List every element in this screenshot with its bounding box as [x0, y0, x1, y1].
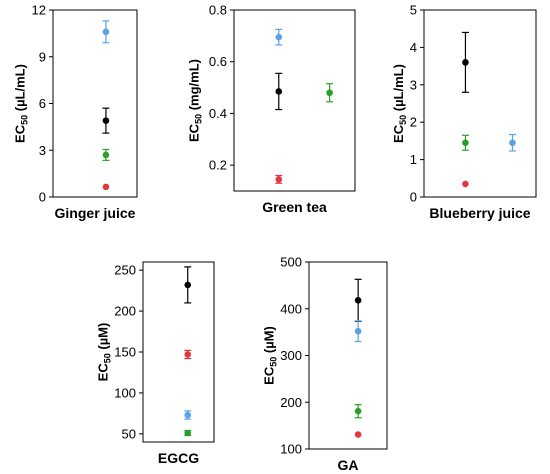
- data-point-green: [184, 429, 192, 437]
- y-tick-label: 100: [114, 385, 136, 400]
- y-axis-label-unit: (mg/mL): [186, 59, 201, 114]
- y-axis-label-unit: (µM): [95, 323, 110, 354]
- y-axis-label-main: EC: [391, 124, 406, 143]
- y-tick-label: 1: [410, 152, 417, 167]
- y-tick-label: 100: [280, 442, 302, 457]
- data-point-blue: [184, 411, 192, 419]
- y-tick-label: 0.2: [209, 158, 227, 173]
- data-point-green: [462, 139, 469, 147]
- y-tick-label: 0: [39, 190, 46, 205]
- y-tick-label: 6: [39, 96, 46, 111]
- y-axis-label: EC50 (µM): [95, 323, 112, 382]
- y-axis-label-sub: 50: [20, 115, 30, 125]
- data-point-black: [275, 88, 283, 95]
- plot-frame: [308, 261, 388, 450]
- y-axis-label-sub: 50: [193, 114, 203, 124]
- y-tick-label: 4: [410, 40, 417, 55]
- chart-panel: 0 1 2 3 4 5 EC50 (µL/mL) Blueberry juice: [391, 3, 537, 221]
- data-point-black: [184, 281, 192, 289]
- y-axis-label: EC50 (µL/mL): [391, 64, 408, 143]
- y-axis-label-main: EC: [186, 123, 201, 142]
- y-tick-label: 200: [114, 304, 136, 319]
- y-tick-label: 9: [39, 49, 46, 64]
- data-point-blue: [354, 327, 362, 335]
- data-point-green: [326, 89, 333, 97]
- panel-title: EGCG: [158, 450, 199, 466]
- panel-title: Ginger juice: [55, 205, 136, 221]
- y-axis-label-sub: 50: [102, 353, 112, 363]
- y-axis-label-main: EC: [261, 366, 276, 385]
- y-tick-label: 0.8: [209, 3, 227, 18]
- data-point-red: [354, 431, 362, 438]
- y-axis-label-unit: (µL/mL): [391, 64, 406, 115]
- data-point-black: [354, 297, 362, 304]
- y-axis-label: EC50 (mg/mL): [186, 59, 203, 142]
- chart-panel: 0.2 0.4 0.6 0.8 EC50 (mg/mL) Green tea: [186, 3, 356, 215]
- y-tick-label: 3: [39, 143, 46, 158]
- y-tick-label: 2: [410, 115, 417, 130]
- y-tick-label: 300: [280, 348, 302, 363]
- data-point-red: [275, 176, 283, 183]
- data-point-black: [102, 117, 110, 124]
- y-tick-label: 5: [410, 3, 417, 18]
- panel-title: GA: [338, 457, 359, 473]
- y-tick-label: 400: [280, 301, 302, 316]
- data-point-red: [462, 180, 469, 188]
- data-point-blue: [509, 139, 516, 147]
- y-tick-label: 3: [410, 77, 417, 92]
- panel-title: Green tea: [262, 199, 327, 215]
- data-point-blue: [102, 28, 110, 36]
- y-tick-label: 500: [280, 255, 302, 270]
- y-axis-label-main: EC: [13, 124, 28, 143]
- y-tick-label: 0.4: [209, 106, 227, 121]
- panel-title: Blueberry juice: [429, 205, 530, 221]
- y-tick-label: 50: [122, 426, 136, 441]
- plot-frame: [423, 9, 537, 198]
- data-point-black: [462, 59, 469, 66]
- y-axis-label-main: EC: [95, 363, 110, 382]
- data-point-red: [102, 183, 110, 191]
- y-axis-label: EC50 (µL/mL): [13, 64, 30, 143]
- y-tick-label: 200: [280, 395, 302, 410]
- y-axis-label-sub: 50: [268, 357, 278, 367]
- chart-panel: 0 3 6 9 12 EC50 (µL/mL) Ginger juice: [13, 3, 138, 221]
- y-axis-label: EC50 (µM): [261, 326, 278, 385]
- y-tick-label: 0.6: [209, 54, 227, 69]
- data-point-green: [354, 407, 362, 415]
- y-tick-label: 250: [114, 263, 136, 278]
- y-tick-label: 0: [410, 190, 417, 205]
- data-point-green: [102, 151, 110, 159]
- y-tick-label: 150: [114, 345, 136, 360]
- y-tick-label: 12: [32, 3, 46, 18]
- y-axis-label-sub: 50: [398, 115, 408, 125]
- chart-panel: 100 200 300 400 500 EC50 (µM) GA: [261, 255, 388, 473]
- data-point-blue: [275, 33, 283, 41]
- plot-frame: [52, 9, 138, 198]
- y-axis-label-unit: (µM): [261, 326, 276, 357]
- plot-frame: [142, 261, 215, 443]
- y-axis-label-unit: (µL/mL): [13, 64, 28, 115]
- plot-frame: [233, 9, 356, 192]
- data-point-red: [184, 351, 192, 358]
